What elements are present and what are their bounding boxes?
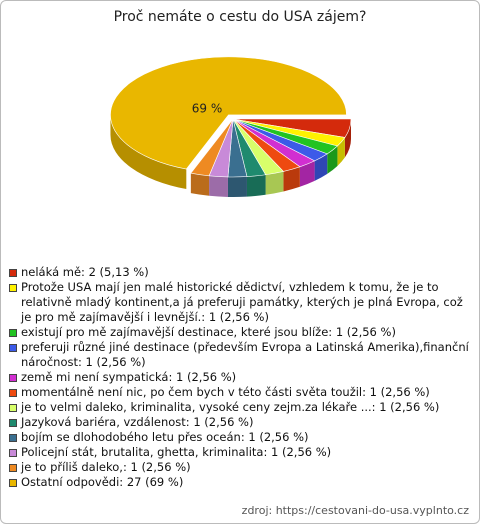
legend-label: je to příliš daleko,: 1 (2,56 %) — [21, 460, 191, 474]
legend-swatch — [9, 404, 17, 412]
pie-slice-side — [246, 174, 266, 197]
legend-swatch — [9, 479, 17, 487]
legend-item: je to velmi daleko, kriminalita, vysoké … — [9, 400, 469, 415]
legend-swatch — [9, 449, 17, 457]
legend-swatch — [9, 269, 17, 277]
legend-label: Ostatní odpovědi: 27 (69 %) — [21, 475, 184, 489]
legend-swatch — [9, 389, 17, 397]
legend-swatch — [9, 344, 17, 352]
legend-item: Ostatní odpovědi: 27 (69 %) — [9, 475, 469, 490]
legend-item: preferuji různé jiné destinace (předevší… — [9, 340, 469, 370]
pie-chart: 69 % — [110, 56, 352, 197]
legend-item: Policejní stát, brutalita, ghetta, krimi… — [9, 445, 469, 460]
legend-swatch — [9, 434, 17, 442]
legend-label: Policejní stát, brutalita, ghetta, krimi… — [21, 445, 332, 459]
legend-label: Protože USA mají jen malé historické děd… — [21, 280, 463, 324]
pie-slice-side — [314, 153, 328, 181]
legend-swatch — [9, 329, 17, 337]
legend-label: bojím se dlohodobého letu přes oceán: 1 … — [21, 430, 309, 444]
pie-slice-side — [227, 176, 247, 197]
legend-label: Jazyková bariéra, vzdálenost: 1 (2,56 %) — [21, 415, 254, 429]
slice-label: 69 % — [192, 101, 223, 115]
legend-item: existují pro mě zajímavější destinace, k… — [9, 325, 469, 340]
legend-item: bojím se dlohodobého letu přes oceán: 1 … — [9, 430, 469, 445]
legend-item: země mi není sympatická: 1 (2,56 %) — [9, 370, 469, 385]
pie-slice — [110, 56, 347, 170]
legend-item: je to příliš daleko,: 1 (2,56 %) — [9, 460, 469, 475]
pie-slice-side — [190, 173, 210, 196]
legend-swatch — [9, 464, 17, 472]
legend-label: preferuji různé jiné destinace (předevší… — [21, 340, 469, 369]
legend-item: Jazyková bariéra, vzdálenost: 1 (2,56 %) — [9, 415, 469, 430]
legend-swatch — [9, 374, 17, 382]
legend-label: země mi není sympatická: 1 (2,56 %) — [21, 370, 237, 384]
source-note: zdroj: https://cestovani-do-usa.vyplnto.… — [241, 504, 469, 517]
pie-slice-side — [283, 166, 300, 192]
pie-slice-side — [299, 160, 315, 187]
legend-label: je to velmi daleko, kriminalita, vysoké … — [21, 400, 440, 414]
legend-label: momentálně není nic, po čem bych v této … — [21, 385, 430, 399]
legend-label: neláká mě: 2 (5,13 %) — [21, 265, 149, 279]
legend-item: momentálně není nic, po čem bych v této … — [9, 385, 469, 400]
pie-slice-side — [265, 171, 284, 195]
legend-item: Protože USA mají jen malé historické děd… — [9, 280, 469, 325]
pie-slice — [190, 118, 234, 177]
legend-label: existují pro mě zajímavější destinace, k… — [21, 325, 396, 339]
pie-slice-side — [209, 175, 228, 197]
legend-item: neláká mě: 2 (5,13 %) — [9, 265, 469, 280]
legend: neláká mě: 2 (5,13 %) Protože USA mají je… — [9, 265, 469, 490]
legend-swatch — [9, 284, 17, 292]
legend-swatch — [9, 419, 17, 427]
chart-title: Proč nemáte o cestu do USA zájem? — [113, 9, 367, 25]
pie-slice-side — [110, 114, 187, 190]
pie-slice-side — [327, 146, 338, 174]
